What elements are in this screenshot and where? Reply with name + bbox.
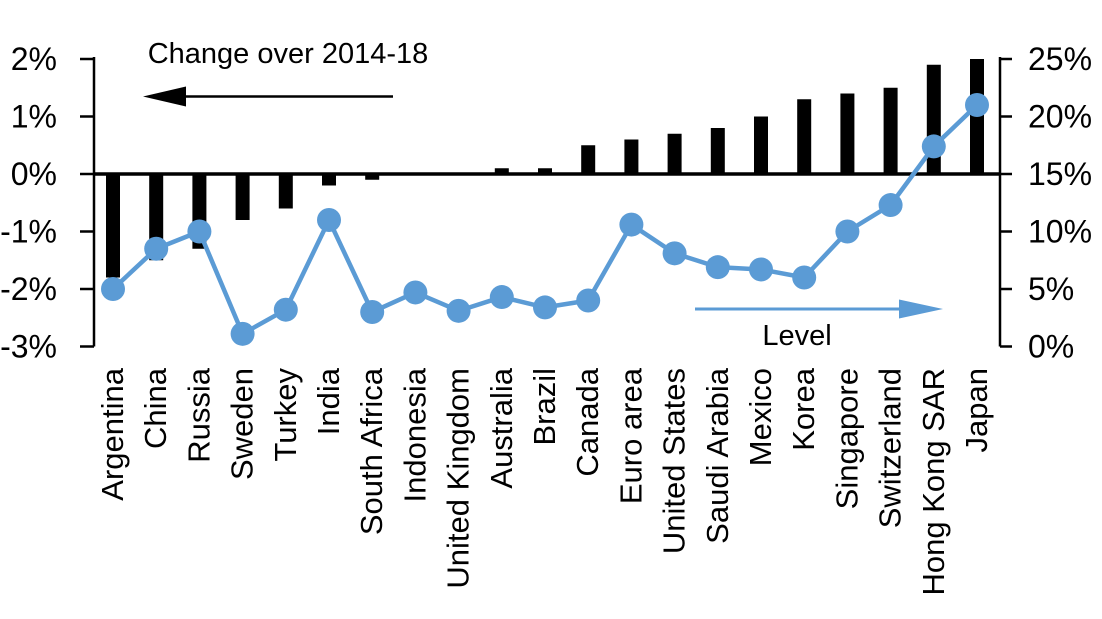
category-label-russia: Russia <box>181 367 216 463</box>
category-label-japan: Japan <box>959 368 994 452</box>
left-axis-tick-label: -3% <box>0 329 57 365</box>
left-axis-tick-label: 1% <box>11 99 57 135</box>
category-label-switzerland: Switzerland <box>873 368 908 528</box>
dot-china <box>144 236 169 261</box>
category-axis-layer: Argentina China Russia Sweden Turkey India Sou… <box>95 367 994 595</box>
category-label-turkey: Turkey <box>268 368 303 462</box>
arrow-right-icon <box>695 299 943 319</box>
dot-saudi-arabia <box>705 255 730 280</box>
category-label-mexico: Mexico <box>743 368 778 466</box>
left-axis-tick-label: -1% <box>0 214 57 250</box>
axes-layer: 2% 1% 0% -1% -2% -3% 25% 20% 15% 10% 5% 0% <box>0 41 1092 365</box>
category-label-canada: Canada <box>570 367 605 476</box>
bar-argentina <box>106 174 120 278</box>
bar-mexico <box>754 116 768 174</box>
bar-brazil <box>538 168 552 174</box>
dot-united-states <box>662 241 687 266</box>
bar-singapore <box>840 93 855 174</box>
bar-switzerland <box>883 87 898 174</box>
bar-united-states <box>667 133 682 174</box>
category-label-argentina: Argentina <box>95 367 130 500</box>
bar-annotation-label: Change over 2014-18 <box>148 38 429 70</box>
bar-korea <box>797 99 812 174</box>
category-label-india: India <box>311 367 346 435</box>
line-series-annotation: Level <box>695 299 943 352</box>
bar-canada <box>581 145 596 174</box>
arrow-left-icon <box>143 86 393 107</box>
bar-sweden <box>235 174 250 220</box>
dot-canada <box>576 288 601 313</box>
category-label-china: China <box>138 367 173 449</box>
bar-australia <box>494 168 509 174</box>
dot-argentina <box>101 277 125 301</box>
dot-hong-kong-sar <box>921 134 946 159</box>
dot-mexico <box>749 257 773 282</box>
dot-brazil <box>533 295 557 320</box>
right-axis-tick-label: 10% <box>1028 214 1092 250</box>
category-label-saudi-arabia: Saudi Arabia <box>700 367 735 544</box>
bar-series-layer <box>106 59 984 278</box>
line-series-layer <box>101 93 989 346</box>
bar-turkey <box>278 174 293 209</box>
dot-singapore <box>835 219 860 244</box>
category-label-united-kingdom: United Kingdom <box>441 368 476 589</box>
category-label-united-states: United States <box>657 368 692 554</box>
right-axis-tick-label: 0% <box>1028 329 1074 365</box>
left-axis-tick-label: 0% <box>11 156 57 192</box>
dot-sweden <box>230 321 255 346</box>
category-label-sweden: Sweden <box>225 368 260 480</box>
dot-japan <box>965 93 989 117</box>
dot-switzerland <box>878 193 903 218</box>
category-label-euro-area: Euro area <box>613 367 648 504</box>
right-axis-tick-label: 5% <box>1028 271 1074 307</box>
dot-indonesia <box>403 280 428 305</box>
category-label-korea: Korea <box>786 367 821 450</box>
category-label-south-africa: South Africa <box>354 367 389 535</box>
dot-united-kingdom <box>446 298 471 323</box>
dot-russia <box>187 219 212 244</box>
line-annotation-label: Level <box>762 320 831 352</box>
bar-euro-area <box>624 139 639 174</box>
bar-south-africa <box>365 174 380 180</box>
bar-series-annotation: Change over 2014-18 <box>143 38 428 107</box>
dot-australia <box>489 285 514 310</box>
left-axis-tick-label: 2% <box>11 41 57 77</box>
category-label-indonesia: Indonesia <box>397 367 432 502</box>
dot-south-africa <box>360 300 385 324</box>
right-axis-tick-label: 15% <box>1028 156 1092 192</box>
right-axis-tick-label: 25% <box>1028 41 1092 77</box>
category-label-brazil: Brazil <box>527 368 562 446</box>
dot-euro-area <box>619 212 644 237</box>
category-label-hong-kong-sar: Hong Kong SAR <box>916 368 951 595</box>
dot-turkey <box>273 297 298 322</box>
right-axis-tick-label: 20% <box>1028 99 1092 135</box>
bar-india <box>322 174 336 186</box>
category-label-australia: Australia <box>484 367 519 488</box>
category-label-singapore: Singapore <box>829 368 864 509</box>
dot-korea <box>792 265 817 290</box>
left-axis-tick-label: -2% <box>0 271 57 307</box>
bar-saudi-arabia <box>710 128 725 174</box>
dot-india <box>317 208 341 232</box>
